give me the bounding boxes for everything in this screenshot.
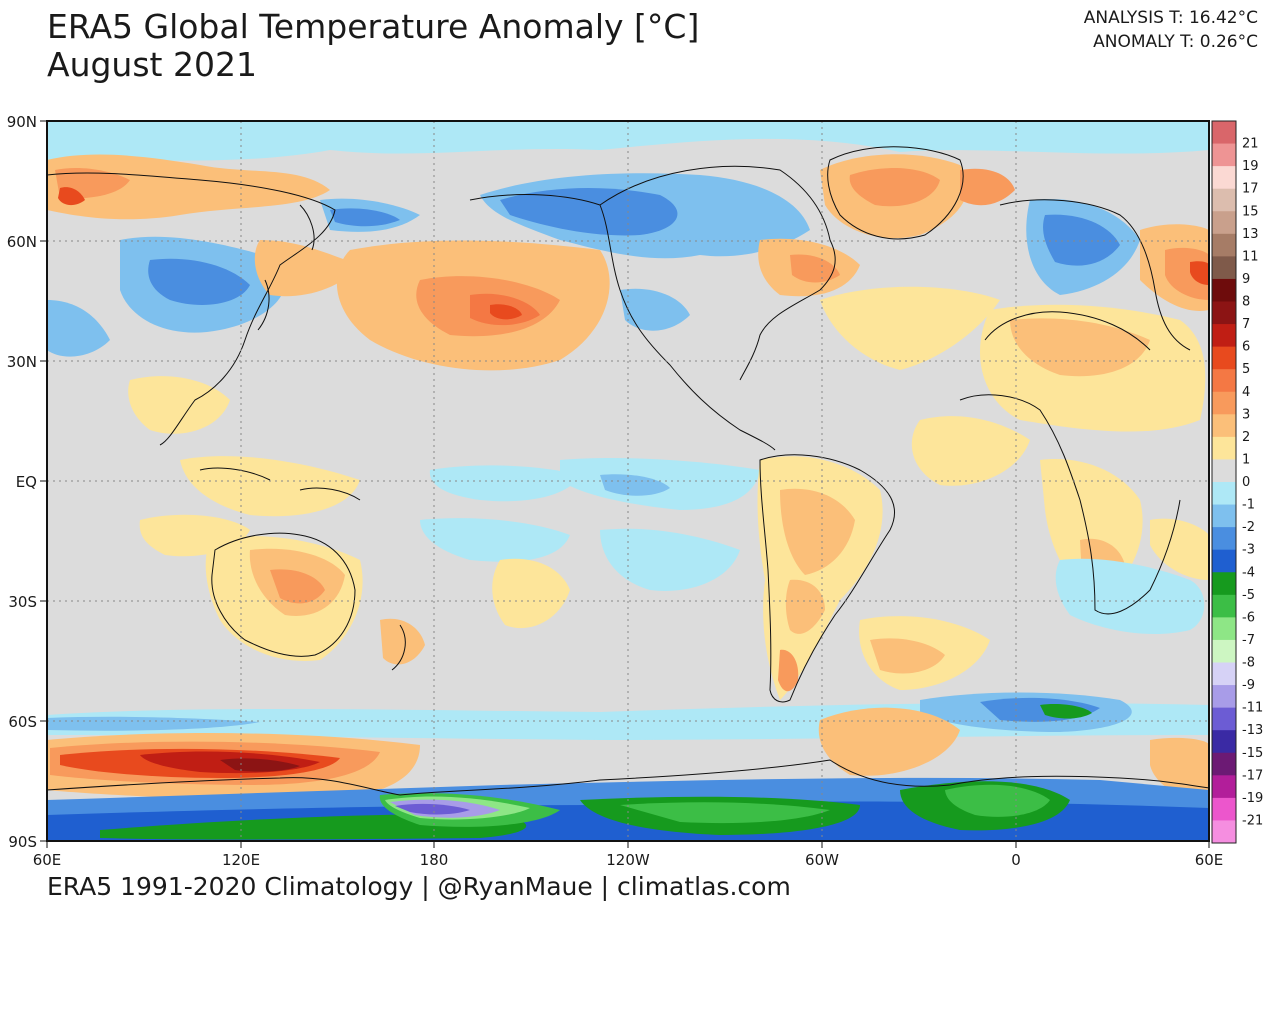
colorbar-tick-label: -3 bbox=[1242, 543, 1255, 558]
colorbar-tick-label: 19 bbox=[1242, 159, 1259, 174]
lat-label: 90S bbox=[8, 833, 37, 851]
colorbar-swatch bbox=[1212, 188, 1236, 212]
lon-label: 180 bbox=[420, 851, 449, 869]
lon-label: 60W bbox=[805, 851, 839, 869]
colorbar-tick-label: 1 bbox=[1242, 452, 1250, 467]
lat-label: 30N bbox=[7, 353, 37, 371]
graticule bbox=[47, 121, 1209, 841]
stats-block: ANALYSIS T: 16.42°C ANOMALY T: 0.26°C bbox=[1084, 6, 1258, 54]
colorbar-swatch bbox=[1212, 278, 1236, 302]
colorbar-swatch bbox=[1212, 391, 1236, 415]
colorbar-swatch bbox=[1212, 572, 1236, 596]
colorbar-swatch bbox=[1212, 414, 1236, 438]
colorbar-tick-label: -6 bbox=[1242, 610, 1255, 625]
lat-label: 60S bbox=[8, 713, 37, 731]
coastlines bbox=[47, 146, 1209, 796]
colorbar-swatch bbox=[1212, 301, 1236, 325]
colorbar-tick-label: 8 bbox=[1242, 295, 1250, 310]
colorbar-tick-label: 2 bbox=[1242, 430, 1250, 445]
colorbar-tick-label: 0 bbox=[1242, 475, 1250, 490]
colorbar-tick-label: -2 bbox=[1242, 520, 1255, 535]
colorbar-tick-label: -15 bbox=[1242, 746, 1263, 761]
lon-label: 0 bbox=[1011, 851, 1021, 869]
colorbar-tick-label: -9 bbox=[1242, 678, 1255, 693]
colorbar-swatch bbox=[1212, 820, 1236, 843]
colorbar-tick-label: -11 bbox=[1242, 701, 1263, 716]
colorbar-tick-label: -4 bbox=[1242, 565, 1255, 580]
colorbar-swatch bbox=[1212, 752, 1236, 776]
colorbar-swatch bbox=[1212, 143, 1236, 167]
anomaly-temperature: ANOMALY T: 0.26°C bbox=[1093, 32, 1258, 52]
title-block: ERA5 Global Temperature Anomaly [°C] Aug… bbox=[47, 8, 699, 84]
colorbar-tick-label: 6 bbox=[1242, 340, 1250, 355]
colorbar-swatch bbox=[1212, 233, 1236, 257]
footer-credit: ERA5 1991-2020 Climatology | @RyanMaue |… bbox=[47, 872, 791, 901]
colorbar-swatch bbox=[1212, 797, 1236, 821]
colorbar-swatch bbox=[1212, 504, 1236, 528]
colorbar-tick-label: 13 bbox=[1242, 227, 1259, 242]
colorbar: 2119171513119876543210-1-2-3-4-5-6-7-8-9… bbox=[1211, 120, 1263, 844]
colorbar-swatch bbox=[1212, 549, 1236, 573]
lat-label: 90N bbox=[7, 113, 37, 131]
colorbar-tick-label: 21 bbox=[1242, 137, 1259, 152]
lon-label: 60E bbox=[1195, 851, 1224, 869]
map-canvas bbox=[47, 121, 1209, 841]
lat-ticks bbox=[40, 120, 1210, 848]
colorbar-tick-label: 11 bbox=[1242, 249, 1259, 264]
lon-label: 120E bbox=[222, 851, 260, 869]
lat-label: 30S bbox=[8, 593, 37, 611]
longitude-axis: 60E 120E 180 120W 60W 0 60E bbox=[33, 851, 1224, 869]
colorbar-tick-label: -5 bbox=[1242, 588, 1255, 603]
colorbar-swatch bbox=[1212, 639, 1236, 663]
colorbar-tick-label: 5 bbox=[1242, 362, 1250, 377]
colorbar-tick-label: -13 bbox=[1242, 723, 1263, 738]
map-date: August 2021 bbox=[47, 45, 257, 84]
colorbar-swatch bbox=[1212, 211, 1236, 235]
colorbar-tick-label: 3 bbox=[1242, 407, 1250, 422]
colorbar-tick-label: -19 bbox=[1242, 791, 1263, 806]
analysis-temperature: ANALYSIS T: 16.42°C bbox=[1083, 8, 1258, 28]
colorbar-swatch bbox=[1212, 730, 1236, 754]
colorbar-tick-label: 7 bbox=[1242, 317, 1250, 332]
colorbar-tick-label: 9 bbox=[1242, 272, 1250, 287]
map-title: ERA5 Global Temperature Anomaly [°C] bbox=[47, 7, 700, 46]
colorbar-swatch bbox=[1212, 775, 1236, 799]
colorbar-swatch bbox=[1212, 707, 1236, 731]
colorbar-tick-label: -7 bbox=[1242, 633, 1255, 648]
colorbar-tick-label: 4 bbox=[1242, 385, 1250, 400]
colorbar-tick-label: -21 bbox=[1242, 813, 1263, 828]
latitude-axis: 90N 60N 30N EQ 30S 60S 90S bbox=[7, 113, 37, 851]
colorbar-tick-label: 17 bbox=[1242, 182, 1259, 197]
colorbar-swatch bbox=[1212, 346, 1236, 370]
colorbar-swatch bbox=[1212, 527, 1236, 551]
colorbar-swatch bbox=[1212, 662, 1236, 686]
colorbar-frame bbox=[1211, 120, 1237, 844]
colorbar-swatch bbox=[1212, 166, 1236, 190]
lat-label: EQ bbox=[16, 473, 37, 491]
colorbar-swatch bbox=[1212, 685, 1236, 709]
colorbar-tick-label: -17 bbox=[1242, 768, 1263, 783]
lon-label: 60E bbox=[33, 851, 62, 869]
colorbar-swatch bbox=[1212, 482, 1236, 506]
colorbar-swatch bbox=[1212, 436, 1236, 460]
colorbar-tick-label: -1 bbox=[1242, 498, 1255, 513]
colorbar-swatch bbox=[1212, 594, 1236, 618]
colorbar-tick-label: -8 bbox=[1242, 656, 1255, 671]
lat-label: 60N bbox=[7, 233, 37, 251]
colorbar-swatch bbox=[1212, 121, 1236, 145]
colorbar-tick-label: 15 bbox=[1242, 204, 1259, 219]
colorbar-swatch bbox=[1212, 324, 1236, 348]
colorbar-swatch bbox=[1212, 617, 1236, 641]
colorbar-swatch bbox=[1212, 256, 1236, 280]
colorbar-swatch bbox=[1212, 459, 1236, 483]
lon-label: 120W bbox=[606, 851, 650, 869]
map-figure: 90N 60N 30N EQ 30S 60S 90S 60E 120E 180 … bbox=[7, 113, 1264, 869]
colorbar-swatch bbox=[1212, 369, 1236, 393]
